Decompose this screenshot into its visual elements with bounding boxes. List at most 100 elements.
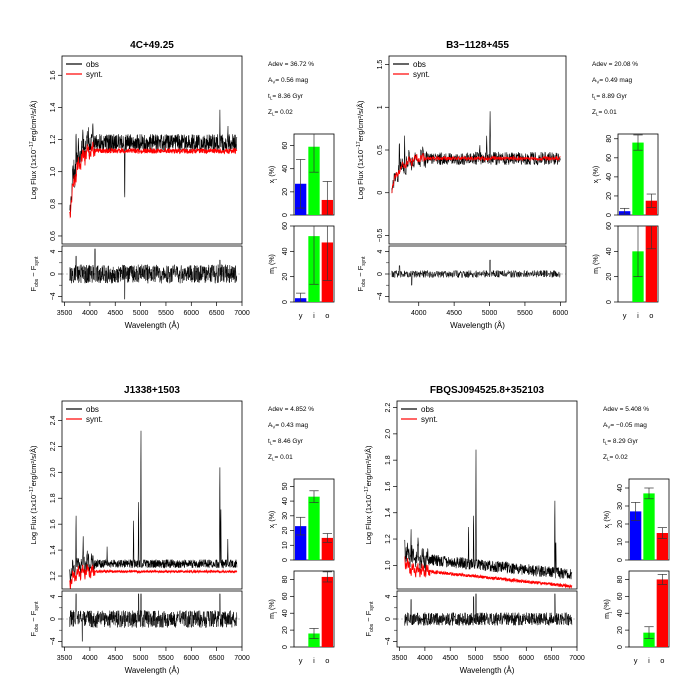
y-tick-label: 1.2: [385, 534, 392, 544]
x-tick-label: 3500: [57, 655, 73, 662]
mj-bar-chart: 0 20 40 60 80 mj (%): [604, 570, 670, 649]
residual-y-tick-label: −4: [50, 292, 57, 300]
mj-bar-chart-y-tick-label: 60: [282, 592, 289, 600]
mj-bar-chart-bar-i: [308, 633, 320, 647]
x-tick-label: 7000: [234, 310, 250, 317]
residual-ylabel: Fobs − Fsynt: [364, 601, 375, 637]
main-ylabel: Log Flux (1x10−17erg/cm²/s/Å): [364, 445, 373, 544]
xj-bar-chart-y-tick-label: 50: [282, 482, 289, 490]
panel-title: 4C+49.25: [130, 40, 174, 51]
fit-stat-4: ZL= 0.02: [268, 109, 293, 117]
y-tick-label: 0: [377, 191, 384, 195]
mj-bar-chart: 0 20 40 60 mj (%): [593, 222, 659, 304]
x-tick-label: 5000: [468, 655, 484, 662]
xj-bar-chart-ylabel: xj (%): [269, 511, 278, 528]
xj-bar-chart-y-tick-label: 40: [606, 173, 613, 181]
mj-bar-chart-y-tick-label: 60: [282, 222, 289, 230]
fit-stat-3: tL= 8.29 Gyr: [603, 438, 639, 446]
xj-bar-chart: 0 20 40 60 xj (%): [269, 133, 335, 217]
y-tick-label: 1.8: [50, 493, 57, 503]
mj-bar-chart-y-tick-label: 0: [606, 300, 613, 304]
xj-bar-chart-ylabel: xj (%): [269, 166, 278, 183]
xj-bar-chart-y-tick-label: 20: [617, 520, 624, 528]
mj-bar-chart-ylabel: mj (%): [593, 254, 602, 274]
main-ylabel: Log Flux (1x10−17erg/cm²/s/Å): [29, 445, 38, 544]
y-tick-label: 2.0: [385, 429, 392, 439]
residual-y-tick-label: 4: [377, 250, 384, 254]
x-tick-label: 7000: [234, 655, 250, 662]
fit-stat-3: tL= 8.89 Gyr: [592, 93, 628, 101]
xj-bar-chart-bar-o: [656, 533, 668, 560]
xj-bar-chart-y-tick-label: 10: [617, 538, 624, 546]
y-tick-label: 1.4: [385, 508, 392, 518]
residual-line: [69, 593, 238, 642]
panel-title: B3−1128+455: [446, 40, 509, 51]
fit-stat-1: Adev = 5.408 %: [603, 406, 649, 413]
xj-bar-chart-y-tick-label: 60: [606, 154, 613, 162]
main-plot-frame: [61, 55, 243, 245]
xj-bar-chart-y-tick-label: 30: [617, 502, 624, 510]
xj-bar-chart-ylabel: xj (%): [604, 511, 613, 528]
xj-bar-chart-y-tick-label: 0: [282, 558, 289, 562]
x-tick-label: 5000: [133, 310, 149, 317]
x-tick-label: 5000: [133, 655, 149, 662]
x-tick-label: 4000: [82, 655, 98, 662]
mj-bar-chart-y-tick-label: 40: [282, 609, 289, 617]
x-tick-label: 5500: [158, 655, 174, 662]
bar-category-label-i: i: [648, 656, 650, 665]
fit-stat-2: AV= 0.43 mag: [268, 422, 308, 430]
fit-stat-1: Adev = 20.08 %: [592, 61, 638, 68]
y-tick-label: 1.6: [50, 519, 57, 529]
residual-y-tick-label: 4: [50, 595, 57, 599]
xj-bar-chart-bar-i: [308, 496, 320, 560]
y-tick-label: 1.0: [50, 167, 57, 177]
xj-bar-chart-y-tick-label: 0: [617, 558, 624, 562]
obs-spectrum-line: [404, 449, 573, 580]
xj-bar-chart-y-tick-label: 80: [606, 135, 613, 143]
fit-stats: Adev = 20.08 % AV= 0.49 mag tL= 8.89 Gyr ZL…: [592, 61, 638, 117]
y-tick-label: 1.4: [50, 102, 57, 112]
bar-category-label-i: i: [637, 311, 639, 320]
xj-bar-chart-y-tick-label: 40: [282, 165, 289, 173]
xj-bar-chart-ylabel: xj (%): [593, 166, 602, 183]
xj-bar-chart-bar-o: [645, 200, 657, 215]
x-tick-label: 4000: [417, 655, 433, 662]
main-ylabel: Log Flux (1x10−17erg/cm²/s/Å): [356, 100, 365, 199]
x-tick-label: 6500: [209, 655, 225, 662]
x-axis-label: Wavelength (Å): [450, 321, 505, 330]
panel-title: J1338+1503: [124, 385, 180, 396]
residual-ylabel: Fobs − Fsynt: [29, 601, 40, 637]
xj-bar-chart: 0 10 20 30 40 50 xj (%): [269, 478, 335, 562]
x-axis-label: Wavelength (Å): [460, 666, 515, 675]
synt-spectrum-line: [69, 141, 238, 219]
bar-category-label-o: o: [660, 656, 664, 665]
bar-category-label-o: o: [325, 311, 329, 320]
xj-bar-chart-y-tick-label: 60: [282, 142, 289, 150]
x-tick-label: 4500: [107, 310, 123, 317]
mj-bar-chart-y-tick-label: 20: [617, 626, 624, 634]
fit-stats: Adev = 4.852 % AV= 0.43 mag tL= 8.46 Gyr ZL…: [268, 406, 314, 462]
x-tick-label: 6000: [553, 310, 569, 317]
fit-stat-4: ZL= 0.01: [592, 109, 617, 117]
bar-category-label-i: i: [313, 311, 315, 320]
mj-bar-chart-y-tick-label: 20: [282, 626, 289, 634]
bar-category-label-y: y: [623, 311, 627, 320]
synt-spectrum-line: [69, 564, 238, 589]
x-tick-label: 4500: [446, 310, 462, 317]
y-tick-label: 1.2: [50, 135, 57, 145]
mj-bar-chart-y-tick-label: 20: [606, 273, 613, 281]
bar-category-label-o: o: [649, 311, 653, 320]
y-tick-label: 0.8: [50, 199, 57, 209]
residual-y-tick-label: −4: [385, 637, 392, 645]
bar-category-label-y: y: [299, 656, 303, 665]
fit-stats: Adev = 5.408 % AV= −0.05 mag tL= 8.29 Gyr Z…: [603, 406, 649, 462]
mj-bar-chart-ylabel: mj (%): [269, 254, 278, 274]
mj-bar-chart-y-tick-label: 80: [617, 575, 624, 583]
residual-line: [69, 248, 238, 300]
